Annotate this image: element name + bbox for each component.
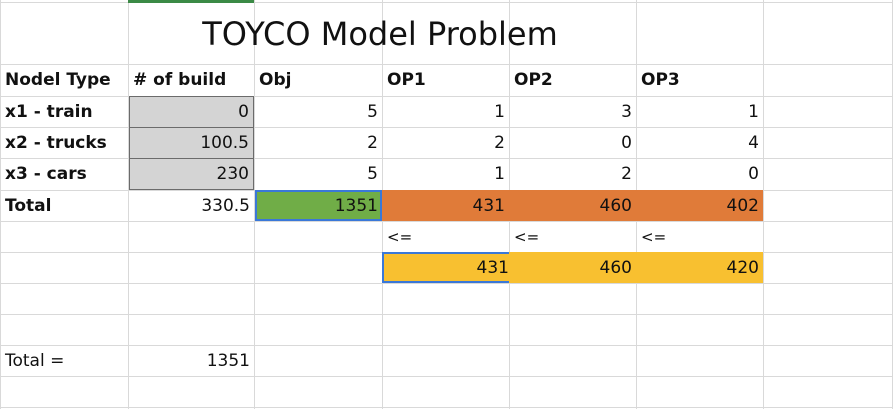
gridline [0, 314, 893, 315]
total-build-cell[interactable]: 330.5 [201, 195, 250, 216]
gridline [0, 127, 893, 128]
build-input-cell[interactable]: 0 [129, 96, 254, 128]
header-cell[interactable]: Obj [259, 70, 292, 90]
gridline [254, 0, 255, 409]
objective-value-cell[interactable]: 1351 [255, 190, 382, 221]
op3-coef-cell[interactable]: 0 [748, 164, 759, 184]
op3-coef-cell[interactable]: 4 [748, 132, 759, 153]
constraint-sign-cell[interactable]: <= [387, 227, 413, 246]
header-cell[interactable]: Nodel Type [5, 70, 111, 90]
op1-coef-cell[interactable]: 1 [494, 164, 505, 184]
header-cell[interactable]: OP1 [387, 70, 426, 90]
gridline [0, 2, 893, 3]
op3-limit-cell[interactable]: 420 [636, 252, 763, 283]
gridline [0, 407, 893, 408]
op3-usage-cell[interactable]: 402 [636, 190, 763, 221]
gridline [0, 345, 893, 346]
header-cell[interactable]: OP3 [641, 70, 680, 90]
op1-usage-cell[interactable]: 431 [382, 190, 509, 221]
gridline [128, 0, 129, 409]
gridline [0, 0, 1, 409]
gridline [0, 158, 893, 159]
op2-coef-cell[interactable]: 0 [621, 132, 632, 153]
header-cell[interactable]: # of build [133, 70, 227, 90]
constraint-sign-cell[interactable]: <= [514, 227, 540, 246]
op1-coef-cell[interactable]: 2 [494, 132, 505, 153]
gridline [0, 221, 893, 222]
op1-limit-cell[interactable]: 431 [382, 252, 513, 283]
obj-coef-cell[interactable]: 5 [367, 101, 378, 122]
header-cell[interactable]: OP2 [514, 70, 553, 90]
obj-coef-cell[interactable]: 5 [367, 164, 378, 184]
op2-limit-cell[interactable]: 460 [509, 252, 636, 283]
op2-coef-cell[interactable]: 2 [621, 164, 632, 184]
op2-coef-cell[interactable]: 3 [621, 101, 632, 122]
obj-coef-cell[interactable]: 2 [367, 132, 378, 153]
row-label-cell[interactable]: x2 - trucks [5, 132, 107, 153]
row-label-cell[interactable]: x1 - train [5, 101, 93, 122]
op1-coef-cell[interactable]: 1 [494, 101, 505, 122]
gridline [0, 96, 893, 97]
op2-usage-cell[interactable]: 460 [509, 190, 636, 221]
op3-coef-cell[interactable]: 1 [748, 101, 759, 122]
sheet-title[interactable]: TOYCO Model Problem [202, 15, 558, 53]
build-input-cell[interactable]: 230 [129, 158, 254, 190]
summary-value-cell[interactable]: 1351 [206, 350, 250, 371]
gridline [0, 376, 893, 377]
active-column-marker [128, 0, 254, 3]
total-label-cell[interactable]: Total [5, 195, 52, 216]
gridline [0, 283, 893, 284]
gridline [763, 0, 764, 409]
gridline [0, 64, 893, 65]
summary-label-cell[interactable]: Total = [5, 350, 65, 371]
build-input-cell[interactable]: 100.5 [129, 127, 254, 159]
constraint-sign-cell[interactable]: <= [641, 227, 667, 246]
row-label-cell[interactable]: x3 - cars [5, 164, 87, 184]
